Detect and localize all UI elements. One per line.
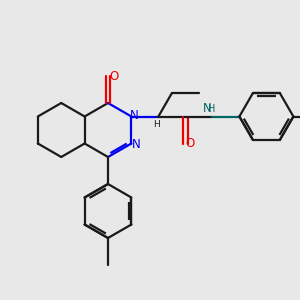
Text: N: N bbox=[203, 102, 212, 115]
Text: H: H bbox=[153, 120, 160, 129]
Text: O: O bbox=[110, 70, 118, 83]
Text: N: N bbox=[132, 138, 141, 151]
Text: O: O bbox=[186, 137, 195, 150]
Text: N: N bbox=[130, 109, 139, 122]
Text: H: H bbox=[208, 103, 215, 113]
